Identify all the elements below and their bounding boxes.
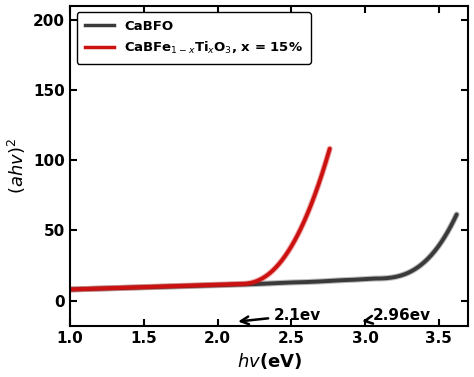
Legend: CaBFO, CaBFe$_{1-x}$Ti$_x$O$_3$, x = 15%: CaBFO, CaBFe$_{1-x}$Ti$_x$O$_3$, x = 15% (77, 12, 311, 64)
X-axis label: $hv\mathbf{(eV)}$: $hv\mathbf{(eV)}$ (237, 351, 302, 371)
Text: 2.1ev: 2.1ev (241, 308, 321, 324)
Y-axis label: $(ahv)^2$: $(ahv)^2$ (6, 138, 27, 194)
Text: 2.96ev: 2.96ev (365, 308, 431, 323)
